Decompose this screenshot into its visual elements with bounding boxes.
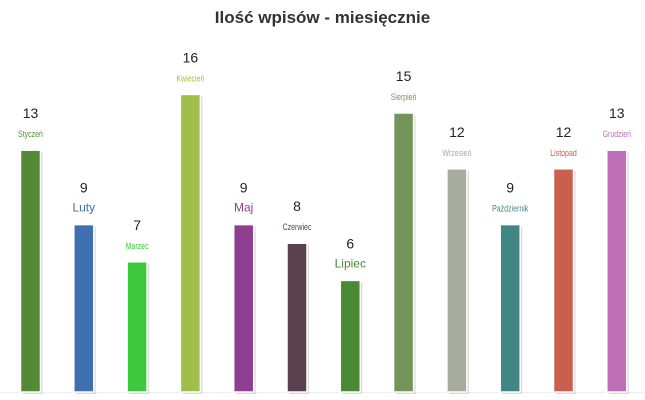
category-label: Czerwiec [283,222,312,232]
value-label: 9 [80,180,88,196]
value-label: 13 [609,105,625,121]
category-label: Maj [234,201,253,215]
category-label: Wrzesień [442,148,471,158]
bar [232,223,255,393]
category-label: Marzec [126,241,149,251]
category-label: Listopad [550,148,577,158]
value-label: 8 [293,198,301,214]
chart-title: Ilość wpisów - miesięcznie [214,8,431,27]
bar [179,93,202,393]
bar [19,149,42,393]
bar [392,112,415,393]
value-label: 16 [183,49,199,65]
bar [339,279,362,393]
value-label: 7 [133,217,141,233]
value-label: 9 [240,180,248,196]
category-label: Sierpień [391,92,417,102]
category-label: Grudzień [603,129,631,139]
category-label: Październik [492,204,529,214]
value-label: 12 [556,124,572,140]
bar [286,242,308,393]
value-label: 13 [23,105,39,121]
value-label: 12 [449,124,465,140]
category-label: Luty [72,201,95,215]
bar [606,149,628,393]
value-label: 9 [506,180,514,196]
bar [126,261,148,393]
value-label: 15 [396,68,412,84]
category-label: Kwiecień [176,74,204,84]
value-label: 6 [346,235,354,251]
bar [499,223,521,393]
category-label: Styczeń [18,129,43,139]
category-label: Lipiec [335,256,366,270]
bar [446,168,468,393]
bar [73,223,95,393]
bar [552,168,575,393]
